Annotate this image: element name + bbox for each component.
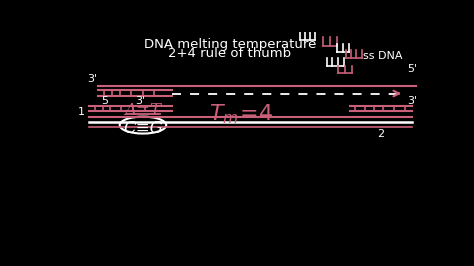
Text: 2: 2 xyxy=(377,129,384,139)
Text: DNA melting temperature: DNA melting temperature xyxy=(144,38,316,51)
Text: 3': 3' xyxy=(136,96,146,106)
Text: 2+4 rule of thumb: 2+4 rule of thumb xyxy=(168,47,292,60)
Text: 1: 1 xyxy=(77,107,84,117)
Text: 3': 3' xyxy=(407,96,417,106)
Text: C≡G: C≡G xyxy=(123,120,163,137)
Text: ss DNA: ss DNA xyxy=(364,51,403,61)
Text: 5': 5' xyxy=(407,64,417,74)
Text: $\mathit{T}_m\!=\!4$: $\mathit{T}_m\!=\!4$ xyxy=(209,102,273,126)
Text: 5: 5 xyxy=(100,96,108,106)
Text: A=T: A=T xyxy=(125,102,162,119)
Text: 3': 3' xyxy=(88,74,98,84)
